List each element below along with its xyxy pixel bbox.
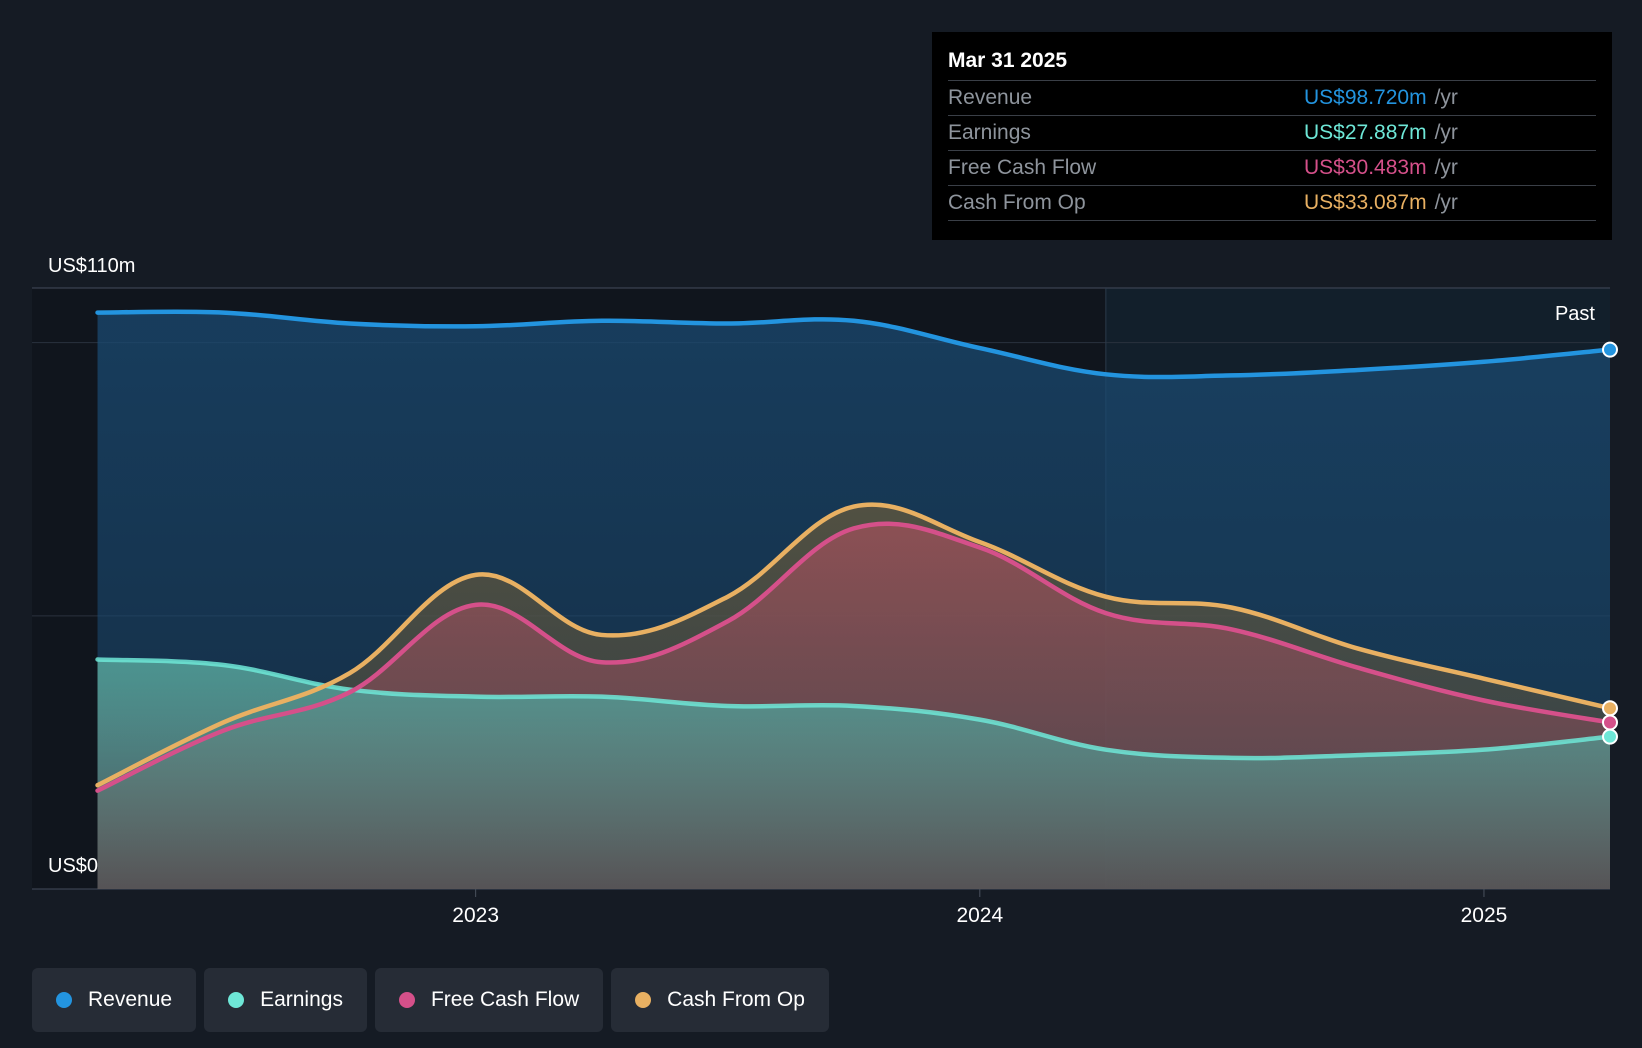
line-revenue (95, 309, 1613, 380)
endpoint-revenue (1602, 341, 1618, 358)
series-endpoints (1602, 341, 1618, 745)
legend: Revenue Earnings Free Cash Flow Cash Fro… (32, 968, 829, 1032)
x-tick-label: 2025 (1461, 904, 1508, 927)
legend-item-cash-from-op[interactable]: Cash From Op (611, 968, 829, 1032)
tooltip-row-free-cash-flow: Free Cash Flow US$30.483m /yr (948, 150, 1596, 185)
tooltip-unit: /yr (1434, 156, 1458, 179)
tooltip-label: Free Cash Flow (948, 156, 1097, 179)
legend-dot-icon (635, 992, 652, 1008)
tooltip-row-earnings: Earnings US$27.887m /yr (948, 115, 1596, 150)
series-lines (95, 309, 1613, 793)
endpoint-free-cash-flow (1602, 714, 1618, 731)
tooltip-date: Mar 31 2025 (948, 49, 1068, 72)
endpoint-cash-from-op (1602, 700, 1618, 717)
x-tick-label: 2024 (956, 904, 1003, 927)
legend-label: Earnings (260, 988, 343, 1011)
legend-dot-icon (56, 992, 72, 1008)
past-label: Past (1555, 303, 1595, 325)
tooltip-label: Earnings (948, 121, 1031, 144)
tooltip-value: US$27.887m (1304, 121, 1427, 144)
x-tick-label: 2023 (452, 904, 499, 927)
tooltip-unit: /yr (1434, 191, 1458, 214)
tooltip-label: Cash From Op (948, 191, 1086, 214)
y-axis-max-label: US$110m (48, 255, 135, 277)
tooltip-value: US$33.087m (1304, 191, 1427, 214)
tooltip: Mar 31 2025 Revenue US$98.720m /yr Earni… (932, 32, 1612, 240)
tooltip-row-revenue: Revenue US$98.720m /yr (948, 80, 1596, 115)
tooltip-unit: /yr (1434, 86, 1458, 109)
legend-label: Free Cash Flow (430, 988, 580, 1011)
tooltip-value: US$30.483m (1304, 156, 1427, 179)
area-earnings-tint (97, 659, 1611, 889)
tooltip-label: Revenue (948, 86, 1033, 109)
line-cash-from-op (95, 502, 1613, 788)
legend-dot-icon (398, 992, 415, 1008)
legend-dot-icon (228, 992, 245, 1008)
legend-item-earnings[interactable]: Earnings (204, 968, 367, 1032)
tooltip-row-cash-from-op: Cash From Op US$33.087m /yr (948, 185, 1596, 221)
x-axis: 2023 2024 2025 (452, 889, 1507, 927)
tooltip-value: US$98.720m (1304, 86, 1427, 109)
legend-label: Cash From Op (667, 988, 805, 1011)
legend-item-free-cash-flow[interactable]: Free Cash Flow (374, 968, 604, 1032)
tooltip-unit: /yr (1434, 121, 1458, 144)
series-areas (97, 311, 1611, 890)
legend-label: Revenue (88, 988, 173, 1011)
y-axis-min-label: US$0 (48, 855, 98, 877)
endpoint-earnings (1602, 728, 1618, 745)
legend-item-revenue[interactable]: Revenue (32, 968, 197, 1032)
line-earnings (95, 657, 1613, 761)
line-free-cash-flow (95, 521, 1613, 793)
